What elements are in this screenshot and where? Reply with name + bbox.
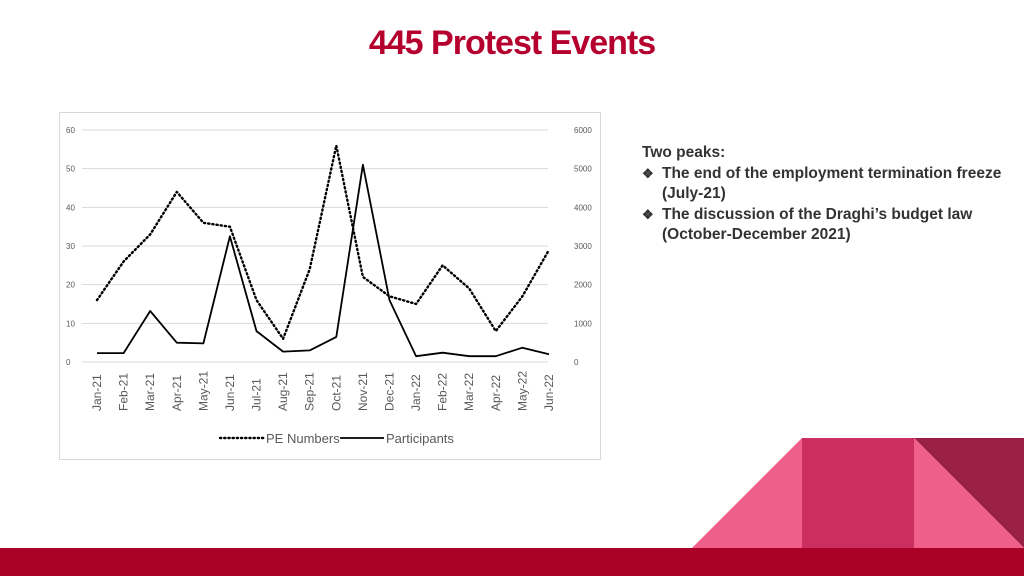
decor-triangle-left: [692, 438, 802, 548]
x-tick-label: Nov-21: [356, 372, 370, 411]
series-line-participants: [97, 163, 550, 358]
y-right-tick-label: 6000: [574, 126, 592, 135]
series-line-pe-numbers: [95, 144, 551, 341]
x-tick-label: Sep-21: [303, 372, 317, 411]
y-left-tick-label: 40: [66, 203, 75, 212]
notes-heading: Two peaks:: [642, 144, 726, 161]
x-tick-label: Jul-21: [250, 378, 264, 411]
x-tick-label: Mar-21: [143, 373, 157, 411]
x-tick-label: Jun-22: [542, 374, 556, 411]
legend-label: Participants: [386, 431, 454, 446]
note-bullet: ❖ The discussion of the Draghi’s budget …: [642, 205, 1002, 246]
y-right-tick-label: 5000: [574, 165, 592, 174]
note-bullet: ❖ The end of the employment termination …: [642, 164, 1002, 205]
notes-panel: Two peaks: ❖ The end of the employment t…: [642, 143, 1002, 246]
diamond-bullet-icon: ❖: [642, 206, 654, 222]
x-tick-label: Mar-22: [462, 373, 476, 411]
y-right-tick-label: 1000: [574, 319, 592, 328]
line-chart: 0 10 20 30 40 50 60 0 1000 2000 3000 4000 5000 6000 Ja…: [66, 126, 592, 446]
decor-square-middle: [802, 438, 914, 548]
legend-label: PE Numbers: [266, 431, 340, 446]
y-left-tick-label: 30: [66, 242, 75, 251]
x-tick-label: May-22: [515, 371, 529, 411]
y-left-tick-label: 10: [66, 319, 75, 328]
x-tick-label: Apr-22: [489, 375, 503, 411]
x-tick-label: Feb-22: [436, 373, 450, 411]
x-tick-label: Jan-21: [90, 374, 104, 411]
y-left-tick-label: 60: [66, 126, 75, 135]
decor-triangle-right-bottom: [914, 438, 1024, 548]
x-tick-label: Dec-21: [382, 372, 396, 411]
y-left-tick-label: 20: [66, 281, 75, 290]
y-left-tick-label: 50: [66, 165, 75, 174]
x-tick-label: Aug-21: [276, 372, 290, 411]
note-text: The discussion of the Draghi’s budget la…: [662, 205, 973, 244]
chart-container: 0 10 20 30 40 50 60 0 1000 2000 3000 4000 5000 6000 Ja…: [59, 112, 601, 460]
x-tick-label: May-21: [196, 371, 210, 411]
x-tick-label: Jun-21: [223, 374, 237, 411]
bottom-bar: [0, 548, 1024, 576]
y-right-tick-label: 3000: [574, 242, 592, 251]
y-right-tick-label: 2000: [574, 281, 592, 290]
note-text: The end of the employment termination fr…: [662, 164, 1002, 203]
y-right-tick-label: 4000: [574, 203, 592, 212]
x-tick-label: Oct-21: [329, 375, 343, 411]
x-tick-label: Feb-21: [117, 373, 131, 411]
diamond-bullet-icon: ❖: [642, 165, 654, 181]
y-right-tick-label: 0: [574, 358, 579, 367]
page-title: 445 Protest Events: [368, 24, 656, 62]
x-tick-label: Jan-22: [409, 374, 423, 411]
y-left-tick-label: 0: [66, 358, 71, 367]
x-tick-label: Apr-21: [170, 375, 184, 411]
